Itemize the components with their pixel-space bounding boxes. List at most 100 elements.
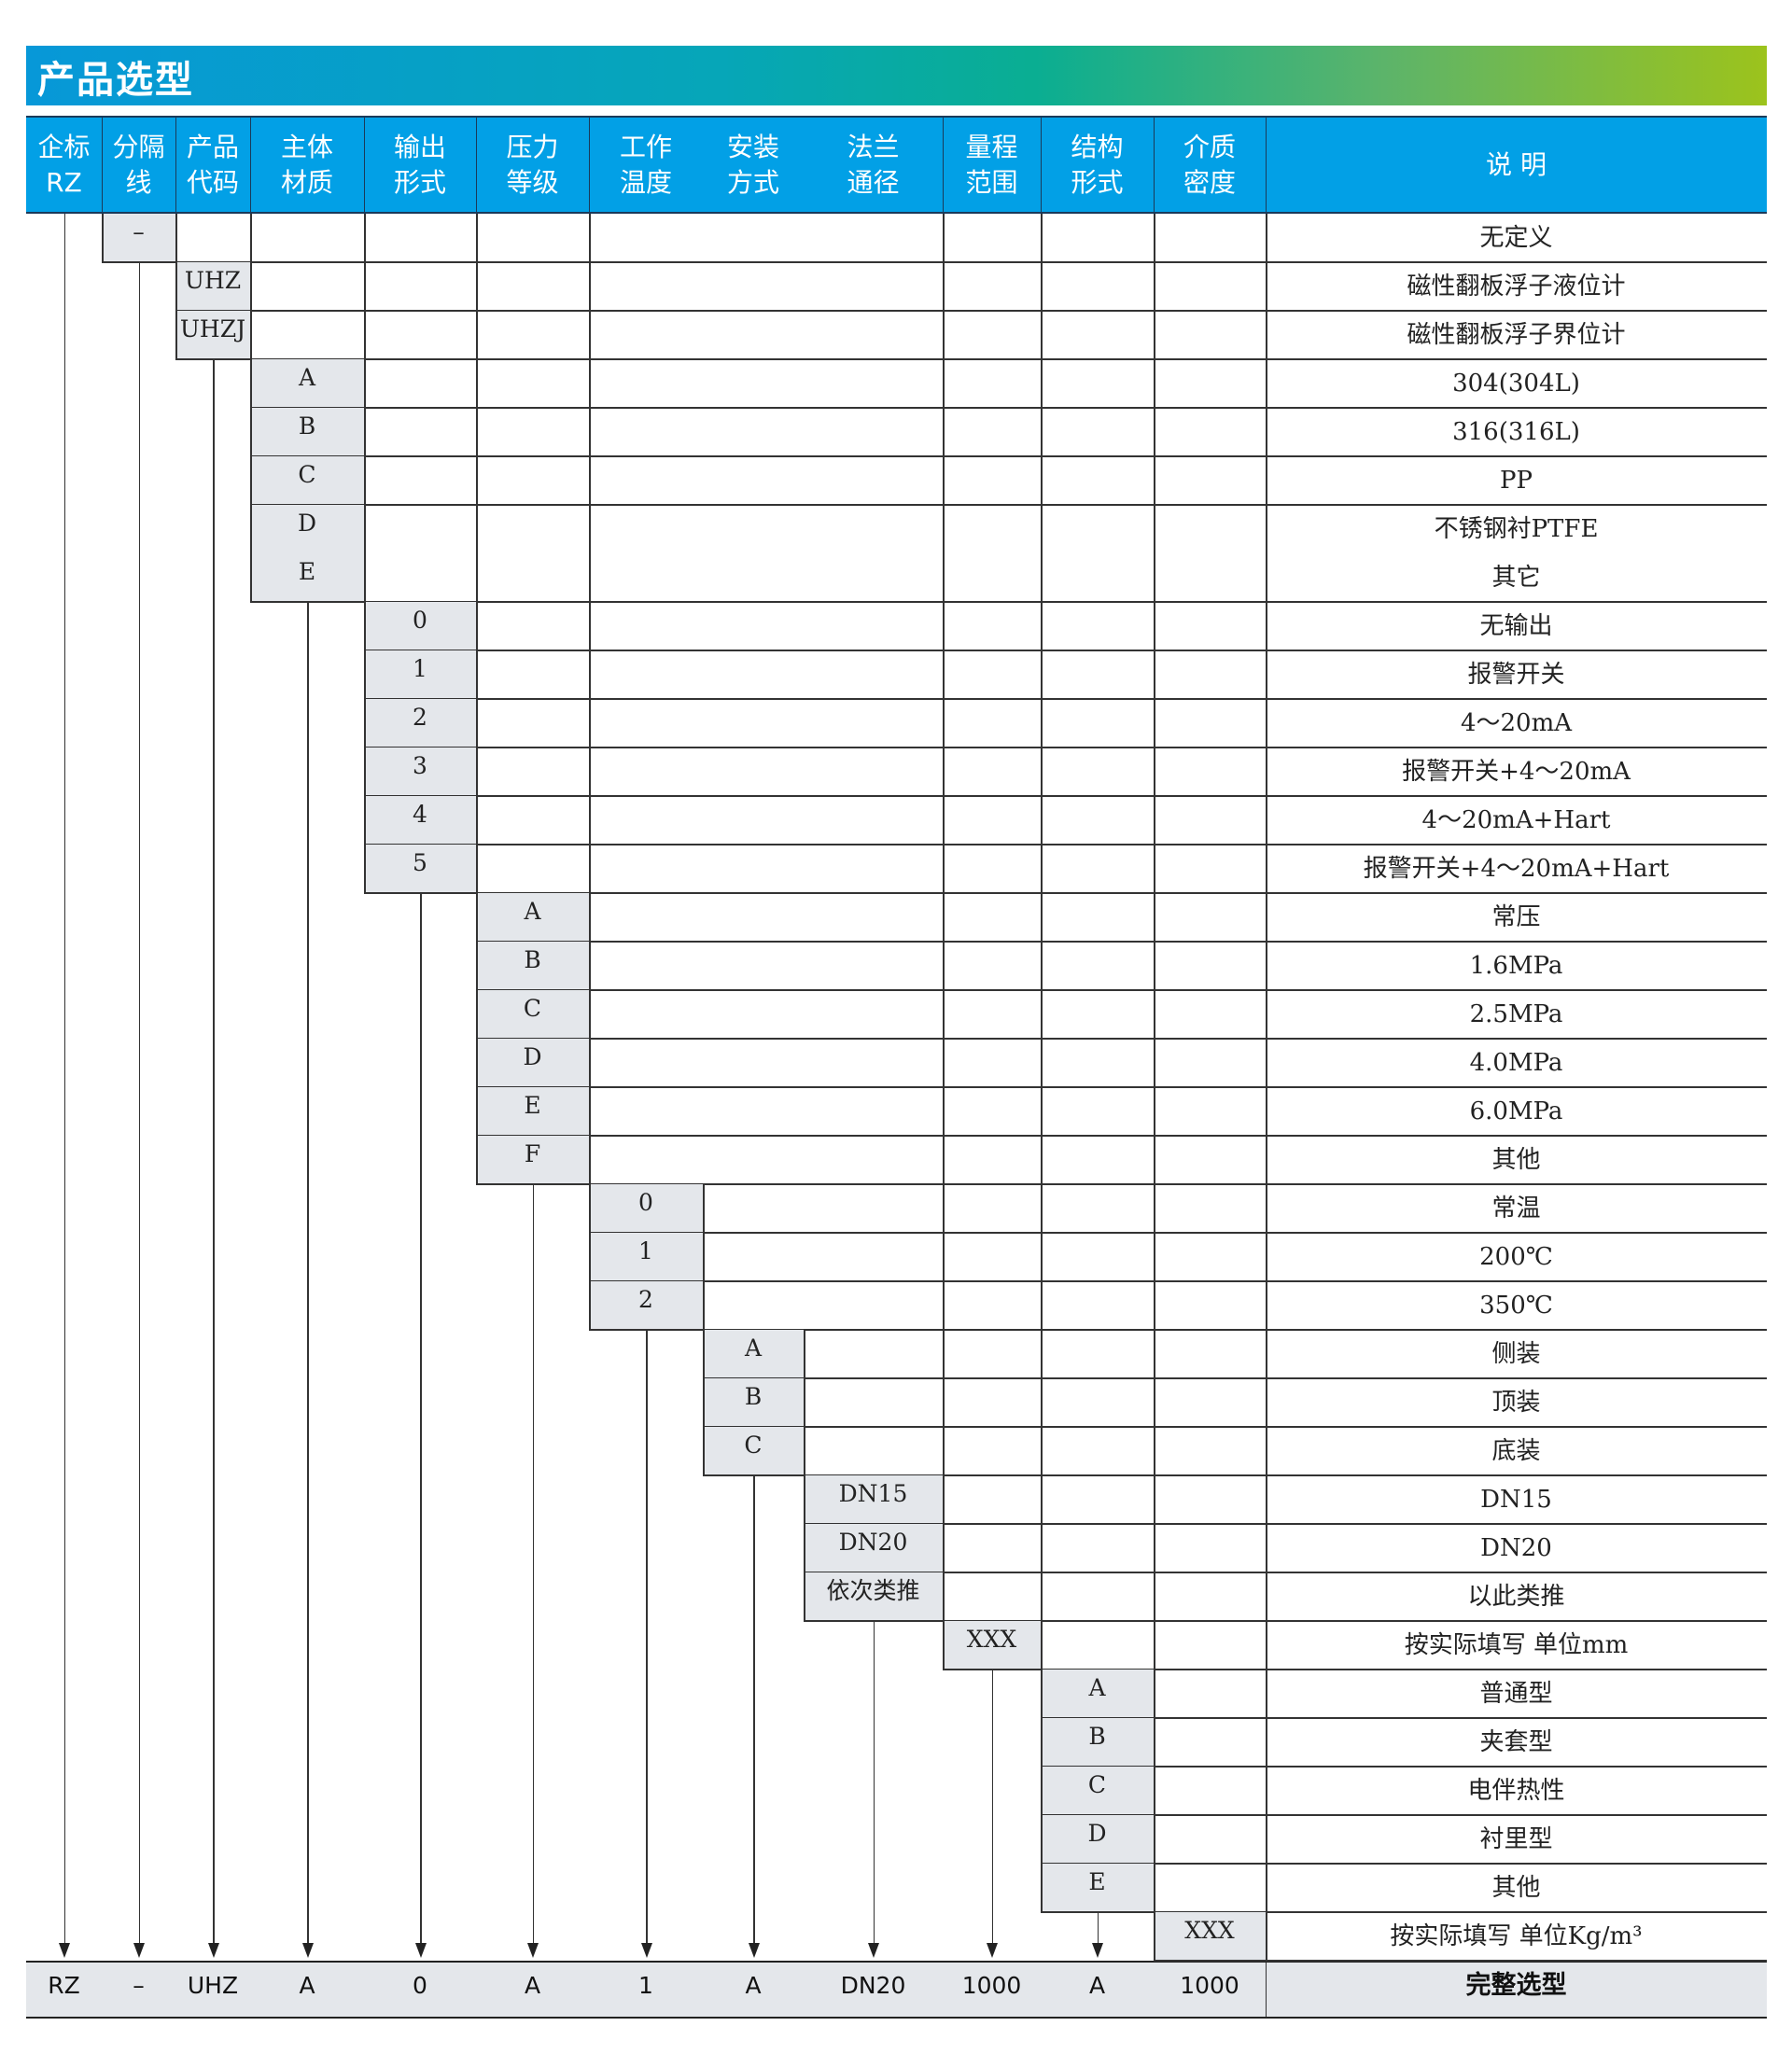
column-divider bbox=[589, 650, 591, 699]
column-divider bbox=[476, 1136, 478, 1184]
column-divider bbox=[1041, 1378, 1043, 1427]
option-description: 2.5MPa bbox=[1469, 1000, 1563, 1028]
column-divider bbox=[476, 262, 478, 311]
column-divider bbox=[943, 1281, 945, 1330]
option-code: C bbox=[523, 995, 542, 1022]
column-divider bbox=[589, 1281, 591, 1330]
column-divider bbox=[250, 505, 252, 553]
arrow-down-icon bbox=[59, 1943, 71, 1958]
footer-value: A bbox=[1088, 1972, 1106, 1999]
column-divider bbox=[804, 1572, 805, 1621]
column-divider bbox=[1266, 1524, 1267, 1572]
column-divider bbox=[175, 214, 177, 262]
code-cell-bg bbox=[804, 1475, 943, 1524]
column-divider bbox=[1266, 1621, 1267, 1670]
footer-value: UHZ bbox=[187, 1972, 239, 1999]
option-code: D bbox=[297, 510, 317, 537]
row-divider bbox=[175, 310, 1767, 312]
option-description: DN20 bbox=[1480, 1534, 1552, 1562]
section-banner: 产品选型 bbox=[26, 46, 1767, 105]
column-divider bbox=[1266, 1864, 1267, 1912]
header-cell: 结构 形式 bbox=[1071, 131, 1124, 198]
option-description: 以此类推 bbox=[1467, 1583, 1565, 1611]
column-divider bbox=[1041, 359, 1043, 408]
option-description: 其他 bbox=[1491, 1146, 1541, 1174]
pointer-line bbox=[532, 1184, 534, 1943]
column-divider bbox=[1266, 1572, 1267, 1621]
row-divider bbox=[250, 601, 1767, 603]
column-divider bbox=[589, 456, 591, 505]
column-divider bbox=[1154, 553, 1155, 602]
column-divider bbox=[1041, 893, 1043, 942]
column-divider bbox=[1154, 893, 1155, 942]
column-divider bbox=[589, 359, 591, 408]
column-divider bbox=[1266, 1233, 1267, 1281]
column-divider bbox=[476, 359, 478, 408]
code-cell-bg bbox=[364, 699, 476, 748]
column-divider bbox=[943, 650, 945, 699]
option-code: E bbox=[524, 1092, 541, 1119]
column-divider bbox=[364, 650, 366, 699]
column-divider bbox=[1154, 1767, 1155, 1815]
column-divider bbox=[1266, 408, 1267, 456]
column-divider bbox=[1154, 748, 1155, 796]
pointer-line bbox=[991, 1670, 993, 1943]
column-divider bbox=[1041, 699, 1043, 748]
column-divider bbox=[804, 1524, 805, 1572]
column-divider bbox=[943, 1475, 945, 1524]
pointer-line bbox=[1097, 1912, 1099, 1943]
option-description: PP bbox=[1500, 467, 1533, 495]
code-cell-bg bbox=[1041, 1815, 1154, 1864]
option-code: DN15 bbox=[838, 1480, 908, 1507]
header-divider bbox=[364, 118, 365, 212]
option-code: XXX bbox=[1184, 1917, 1235, 1944]
column-divider bbox=[1041, 1233, 1043, 1281]
row-divider bbox=[589, 1280, 1767, 1282]
row-divider bbox=[589, 1329, 1767, 1331]
arrow-down-icon bbox=[301, 1943, 314, 1958]
option-description: 报警开关+4～20mA+Hart bbox=[1363, 855, 1670, 883]
column-divider bbox=[1041, 1136, 1043, 1184]
code-cell-bg bbox=[476, 1087, 589, 1136]
column-divider bbox=[476, 456, 478, 505]
option-code: F bbox=[524, 1140, 541, 1167]
column-divider bbox=[943, 845, 945, 893]
option-code: UHZJ bbox=[179, 315, 246, 342]
column-divider bbox=[476, 1039, 478, 1087]
column-divider bbox=[943, 602, 945, 650]
row-divider bbox=[476, 1086, 1767, 1088]
column-divider bbox=[1041, 1184, 1043, 1233]
column-divider bbox=[589, 1233, 591, 1281]
column-divider bbox=[364, 505, 366, 553]
column-divider bbox=[589, 990, 591, 1039]
code-cell-bg bbox=[476, 990, 589, 1039]
column-divider bbox=[1266, 748, 1267, 796]
option-code: 3 bbox=[413, 752, 427, 779]
column-divider bbox=[102, 214, 104, 262]
code-cell-bg bbox=[250, 408, 364, 456]
pointer-line bbox=[213, 359, 215, 1943]
arrow-down-icon bbox=[527, 1943, 539, 1958]
row-divider bbox=[364, 892, 1767, 894]
column-divider bbox=[1041, 796, 1043, 845]
column-divider bbox=[364, 699, 366, 748]
header-cell: 工作 温度 bbox=[619, 131, 672, 198]
column-divider bbox=[1041, 845, 1043, 893]
column-divider bbox=[1266, 990, 1267, 1039]
row-divider bbox=[589, 1232, 1767, 1234]
code-cell-bg bbox=[1041, 1718, 1154, 1767]
option-description: 316(316L) bbox=[1452, 418, 1580, 446]
column-divider bbox=[589, 893, 591, 942]
column-divider bbox=[589, 214, 591, 262]
column-divider bbox=[476, 748, 478, 796]
header-cell: 说 明 bbox=[1486, 148, 1547, 180]
column-divider bbox=[943, 456, 945, 505]
header-divider bbox=[1041, 118, 1042, 212]
header-divider bbox=[476, 118, 477, 212]
code-cell-bg bbox=[703, 1330, 804, 1378]
column-divider bbox=[943, 359, 945, 408]
code-cell-bg bbox=[364, 748, 476, 796]
row-divider bbox=[102, 261, 1767, 263]
option-code: 5 bbox=[413, 849, 427, 876]
column-divider bbox=[476, 942, 478, 990]
